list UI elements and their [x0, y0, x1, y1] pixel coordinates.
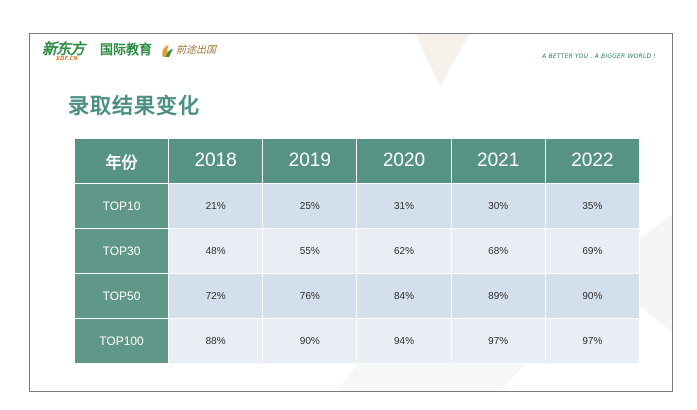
table-cell: 25%: [262, 183, 358, 229]
row-label-top30: TOP30: [74, 228, 169, 274]
partner-logo: 前途出国: [160, 41, 216, 61]
table-cell: 89%: [450, 273, 546, 319]
year-header-2018: 2018: [167, 138, 264, 184]
table-row: TOP10 21% 25% 31% 30% 35%: [74, 183, 641, 229]
row-label-top100: TOP100: [74, 318, 169, 364]
slide: 新东方 XDF.CN 国际教育 前途出国 A BETTER YOU , A BI…: [29, 33, 673, 392]
xdf-logo-cn: 新东方: [42, 40, 85, 58]
page-title: 录取结果变化: [68, 94, 200, 118]
table-cell: 68%: [450, 228, 546, 274]
table-cell: 97%: [544, 318, 641, 364]
brand-logo-group: 新东方 XDF.CN 国际教育 前途出国: [42, 40, 216, 62]
table-cell: 84%: [356, 273, 452, 319]
table-row: TOP100 88% 90% 94% 97% 97%: [74, 318, 641, 364]
year-header-2021: 2021: [450, 138, 546, 184]
table-row: TOP50 72% 76% 84% 89% 90%: [74, 273, 641, 319]
table-cell: 90%: [544, 273, 641, 319]
table-cell: 55%: [262, 228, 358, 274]
table-cell: 94%: [356, 318, 452, 364]
partner-logo-text: 前途出国: [176, 45, 217, 56]
table-cell: 88%: [167, 318, 264, 364]
table-row: TOP30 48% 55% 62% 68% 69%: [74, 228, 641, 274]
table-cell: 97%: [450, 318, 546, 364]
table-cell: 76%: [262, 273, 358, 319]
year-header-2022: 2022: [544, 138, 641, 184]
tagline: A BETTER YOU , A BIGGER WORLD !: [542, 53, 656, 60]
table-cell: 21%: [167, 183, 264, 229]
table-cell: 31%: [356, 183, 452, 229]
xdf-logo: 新东方 XDF.CN: [42, 40, 94, 62]
table-cell: 48%: [167, 228, 264, 274]
row-label-top10: TOP10: [74, 183, 169, 229]
row-label-top50: TOP50: [74, 273, 169, 319]
table-cell: 90%: [262, 318, 358, 364]
table-cell: 72%: [167, 273, 264, 319]
year-column-header: 年份: [74, 138, 169, 184]
year-header-2019: 2019: [262, 138, 358, 184]
table-cell: 69%: [544, 228, 641, 274]
table-cell: 30%: [450, 183, 546, 229]
admission-results-table: 年份 2018 2019 2020 2021 2022 TOP10 21% 25…: [74, 138, 641, 364]
partner-emblem-icon: [162, 45, 174, 57]
deco-top-shape: [415, 34, 470, 86]
division-name: 国际教育: [100, 43, 153, 58]
table-header-row: 年份 2018 2019 2020 2021 2022: [74, 138, 641, 184]
year-header-2020: 2020: [356, 138, 452, 184]
table-cell: 62%: [356, 228, 452, 274]
xdf-logo-en: XDF.CN: [56, 56, 78, 62]
table-cell: 35%: [544, 183, 641, 229]
